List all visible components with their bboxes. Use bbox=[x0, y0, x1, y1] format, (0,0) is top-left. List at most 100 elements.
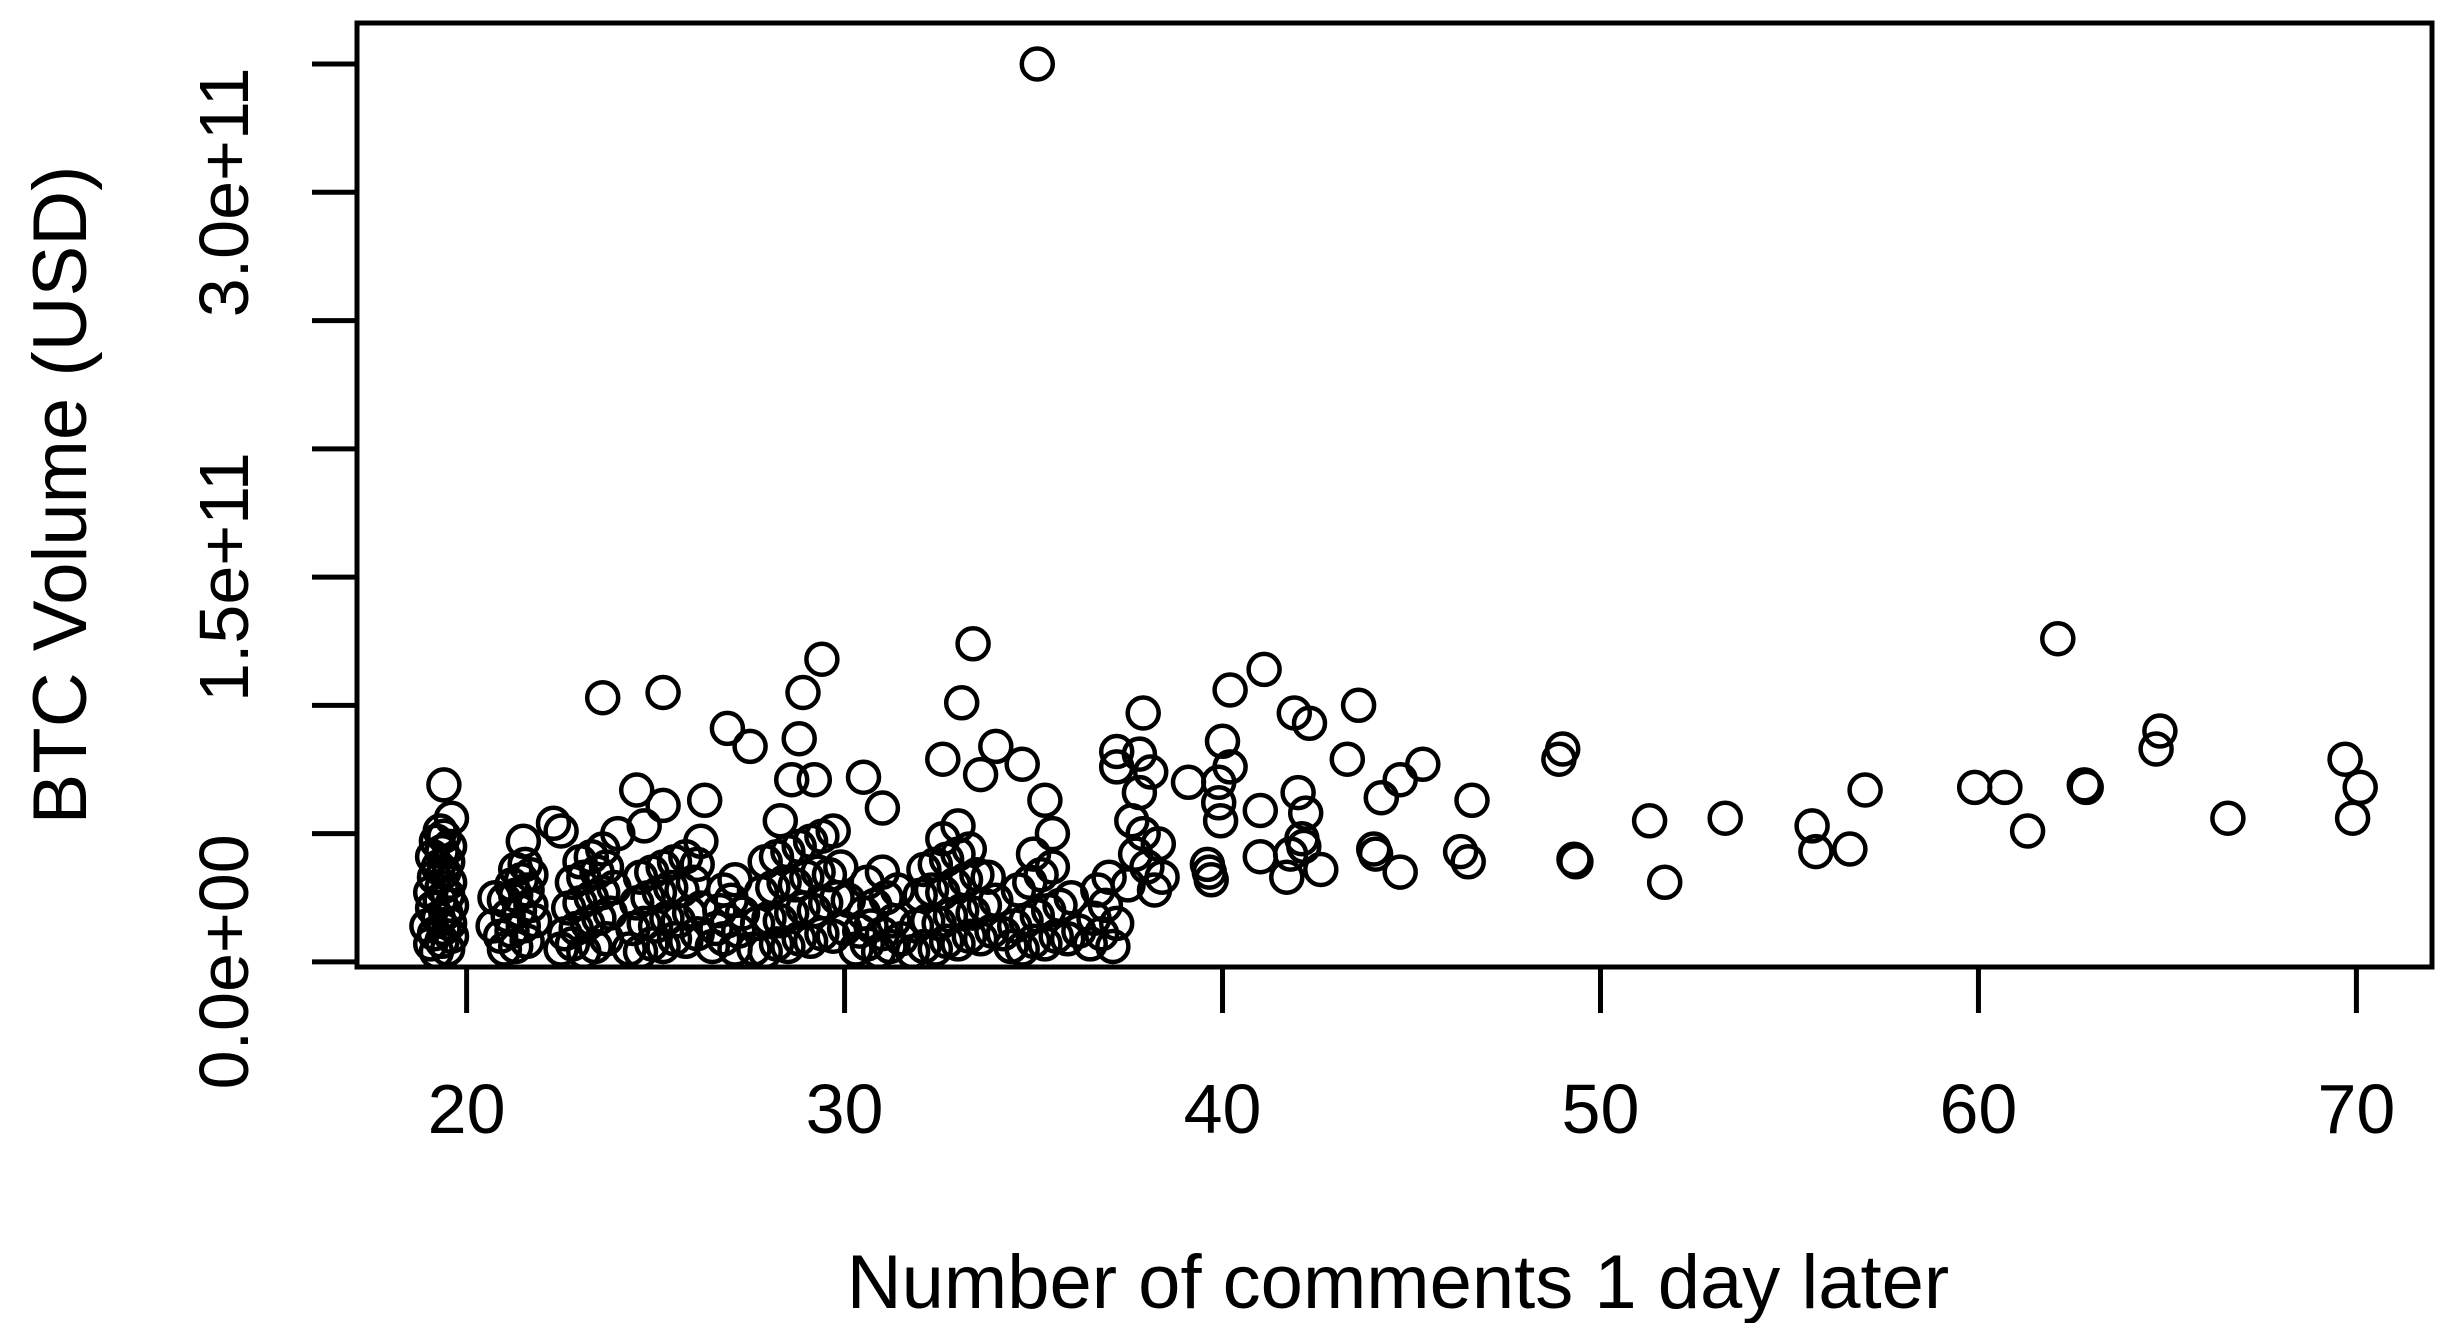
x-tick-label: 60 bbox=[1940, 1070, 2018, 1148]
data-point bbox=[618, 772, 655, 808]
data-point bbox=[1832, 831, 1868, 867]
data-point bbox=[1956, 769, 1993, 806]
data-point bbox=[1027, 782, 1063, 819]
data-point bbox=[978, 728, 1014, 765]
data-point bbox=[864, 790, 901, 826]
x-tick-label: 30 bbox=[806, 1070, 884, 1148]
data-point bbox=[1034, 815, 1071, 852]
data-point bbox=[781, 720, 817, 757]
data-point bbox=[1357, 836, 1394, 872]
data-point bbox=[1272, 836, 1309, 872]
data-point bbox=[679, 846, 715, 883]
data-point bbox=[1132, 754, 1169, 790]
data-point bbox=[1242, 838, 1279, 875]
data-point bbox=[535, 805, 572, 842]
data-point bbox=[1280, 774, 1316, 811]
data-point bbox=[815, 813, 851, 849]
data-point bbox=[2138, 731, 2174, 767]
data-point bbox=[626, 808, 662, 844]
data-point bbox=[1450, 844, 1486, 880]
data-point bbox=[762, 803, 799, 839]
data-point bbox=[705, 872, 742, 908]
data-point bbox=[1382, 761, 1418, 798]
data-point bbox=[1287, 795, 1324, 831]
data-point bbox=[1382, 854, 1418, 890]
data-point bbox=[686, 782, 723, 819]
y-tick-label: 1.5e+11 bbox=[185, 452, 263, 702]
data-point bbox=[1405, 746, 1441, 783]
data-point bbox=[2068, 769, 2104, 806]
data-point bbox=[804, 641, 840, 677]
x-tick-label: 50 bbox=[1562, 1070, 1640, 1148]
data-point bbox=[1072, 926, 1108, 962]
y-axis-tick-labels: 0.0e+00 1.5e+11 3.0e+11 bbox=[185, 67, 263, 1089]
data-point bbox=[2327, 741, 2363, 777]
plot-border-box bbox=[354, 20, 2435, 970]
data-point bbox=[823, 849, 859, 885]
data-point bbox=[1136, 872, 1173, 908]
data-point bbox=[1544, 731, 1581, 767]
data-point bbox=[424, 869, 460, 906]
data-point bbox=[1246, 651, 1282, 688]
data-point bbox=[543, 813, 579, 849]
y-axis-ticks bbox=[312, 61, 357, 965]
y-tick-label: 0.0e+00 bbox=[185, 834, 263, 1089]
data-point bbox=[426, 818, 462, 854]
data-point bbox=[645, 674, 681, 711]
data-point bbox=[433, 800, 470, 836]
data-point bbox=[1303, 851, 1339, 888]
data-point bbox=[1631, 803, 1668, 839]
data-point bbox=[1646, 864, 1683, 901]
data-point bbox=[1095, 928, 1131, 965]
data-point bbox=[845, 759, 882, 795]
data-point bbox=[1269, 859, 1305, 895]
data-point bbox=[422, 882, 458, 919]
data-point bbox=[785, 674, 821, 711]
data-point bbox=[683, 823, 719, 860]
data-point bbox=[732, 728, 768, 765]
x-axis-tick-labels: 20 30 40 50 60 70 bbox=[428, 1070, 2396, 1148]
y-axis-title: BTC Volume (USD) bbox=[18, 166, 103, 825]
data-point bbox=[1987, 769, 2023, 806]
data-point bbox=[1015, 836, 1052, 872]
x-tick-label: 40 bbox=[1184, 1070, 1262, 1148]
data-point bbox=[955, 626, 991, 662]
data-point bbox=[773, 761, 810, 798]
data-point bbox=[2009, 813, 2046, 849]
data-point bbox=[1202, 803, 1239, 839]
data-point bbox=[925, 741, 961, 777]
data-point bbox=[426, 767, 462, 803]
data-point bbox=[1707, 800, 1743, 836]
data-point bbox=[1242, 792, 1279, 829]
data-point bbox=[1340, 687, 1377, 724]
x-tick-label: 70 bbox=[2317, 1070, 2395, 1148]
data-point bbox=[702, 892, 738, 929]
y-tick-label: 3.0e+11 bbox=[185, 67, 263, 317]
data-point bbox=[1847, 772, 1883, 808]
data-point bbox=[1204, 723, 1241, 760]
data-point bbox=[1121, 736, 1158, 772]
data-point bbox=[645, 787, 681, 824]
data-point bbox=[1004, 746, 1040, 783]
data-point bbox=[584, 679, 621, 716]
data-point bbox=[970, 859, 1006, 895]
data-point bbox=[1098, 733, 1135, 770]
data-point bbox=[2142, 713, 2178, 749]
data-point bbox=[2334, 800, 2371, 836]
data-point bbox=[507, 846, 543, 883]
data-point bbox=[864, 854, 901, 890]
data-point bbox=[505, 823, 542, 860]
data-point bbox=[1170, 764, 1207, 801]
data-point bbox=[1212, 672, 1248, 708]
data-point bbox=[1125, 695, 1161, 731]
data-point bbox=[1110, 867, 1146, 903]
data-point bbox=[2342, 769, 2378, 806]
data-point bbox=[962, 756, 999, 793]
data-points bbox=[409, 46, 2378, 970]
x-tick-label: 20 bbox=[428, 1070, 506, 1148]
x-axis-title: Number of comments 1 day later bbox=[847, 1240, 1949, 1323]
x-axis-ticks bbox=[464, 967, 2359, 1013]
data-point bbox=[1363, 779, 1400, 816]
